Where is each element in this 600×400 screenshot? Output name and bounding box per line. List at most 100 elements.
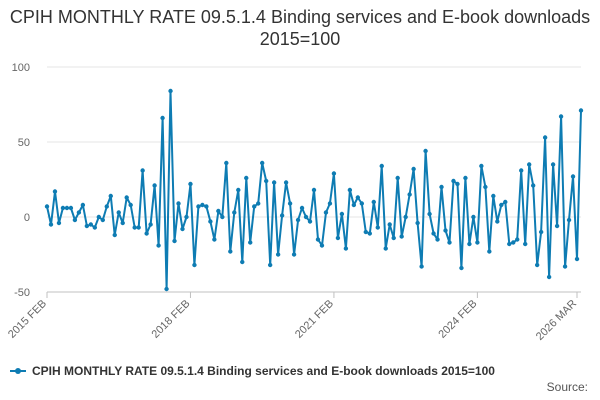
data-point[interactable]: [299, 205, 305, 211]
data-point[interactable]: [156, 243, 161, 248]
data-point[interactable]: [331, 171, 337, 176]
data-point[interactable]: [180, 226, 185, 232]
data-point[interactable]: [252, 204, 257, 209]
data-point[interactable]: [359, 201, 365, 206]
data-point[interactable]: [487, 249, 492, 254]
data-point[interactable]: [431, 231, 436, 236]
data-point[interactable]: [427, 211, 432, 217]
data-point[interactable]: [48, 222, 54, 227]
data-point[interactable]: [383, 246, 388, 251]
data-point[interactable]: [511, 240, 516, 245]
data-point[interactable]: [355, 195, 361, 200]
data-point[interactable]: [164, 286, 169, 292]
data-point[interactable]: [232, 210, 237, 215]
data-point[interactable]: [407, 192, 412, 197]
data-point[interactable]: [72, 217, 78, 223]
data-point[interactable]: [546, 274, 552, 280]
data-point[interactable]: [435, 237, 440, 242]
data-point[interactable]: [499, 202, 504, 208]
data-point[interactable]: [363, 229, 369, 235]
data-point[interactable]: [140, 168, 145, 173]
data-point[interactable]: [451, 178, 456, 184]
data-point[interactable]: [515, 237, 520, 242]
data-point[interactable]: [530, 183, 536, 188]
data-point[interactable]: [375, 225, 380, 230]
data-point[interactable]: [443, 228, 448, 233]
data-point[interactable]: [204, 204, 209, 209]
data-point[interactable]: [439, 184, 444, 190]
data-point[interactable]: [447, 240, 452, 245]
data-point[interactable]: [387, 222, 392, 227]
data-point[interactable]: [60, 205, 66, 211]
data-point[interactable]: [263, 178, 269, 184]
data-point[interactable]: [52, 189, 58, 194]
data-point[interactable]: [124, 195, 129, 200]
data-point[interactable]: [279, 213, 285, 218]
data-point[interactable]: [343, 246, 349, 251]
legend[interactable]: CPIH MONTHLY RATE 09.5.1.4 Binding servi…: [10, 362, 495, 380]
data-point[interactable]: [56, 220, 62, 226]
data-point[interactable]: [415, 220, 420, 226]
data-point[interactable]: [423, 148, 428, 154]
data-point[interactable]: [196, 204, 201, 209]
data-point[interactable]: [152, 183, 157, 188]
data-point[interactable]: [351, 202, 357, 208]
data-point[interactable]: [327, 201, 333, 206]
data-point[interactable]: [526, 162, 532, 167]
data-point[interactable]: [248, 240, 253, 245]
data-point[interactable]: [562, 264, 568, 269]
data-point[interactable]: [578, 108, 584, 113]
data-point[interactable]: [168, 88, 173, 94]
data-point[interactable]: [463, 175, 468, 181]
data-point[interactable]: [395, 175, 400, 181]
data-point[interactable]: [236, 187, 241, 193]
data-point[interactable]: [120, 220, 125, 226]
data-point[interactable]: [311, 187, 317, 193]
data-point[interactable]: [212, 237, 217, 242]
data-point[interactable]: [419, 264, 424, 269]
data-point[interactable]: [554, 223, 560, 229]
data-point[interactable]: [399, 234, 404, 239]
data-point[interactable]: [184, 214, 189, 220]
data-point[interactable]: [256, 201, 261, 206]
data-point[interactable]: [108, 193, 113, 199]
data-point[interactable]: [136, 225, 141, 230]
data-point[interactable]: [88, 222, 94, 227]
data-point[interactable]: [259, 160, 265, 166]
data-point[interactable]: [471, 214, 476, 220]
data-point[interactable]: [523, 241, 528, 247]
data-point[interactable]: [542, 135, 548, 140]
data-point[interactable]: [188, 181, 193, 187]
data-point[interactable]: [144, 231, 149, 236]
data-point[interactable]: [76, 210, 82, 215]
data-point[interactable]: [116, 210, 121, 215]
data-point[interactable]: [96, 214, 102, 220]
data-point[interactable]: [411, 166, 416, 172]
data-point[interactable]: [132, 225, 137, 230]
data-point[interactable]: [459, 265, 464, 271]
data-point[interactable]: [283, 180, 289, 185]
data-point[interactable]: [371, 199, 376, 205]
data-point[interactable]: [287, 201, 293, 206]
data-point[interactable]: [172, 238, 177, 244]
data-point[interactable]: [558, 114, 564, 119]
data-point[interactable]: [335, 235, 341, 241]
data-point[interactable]: [570, 174, 576, 179]
data-point[interactable]: [68, 205, 74, 211]
data-point[interactable]: [391, 235, 396, 241]
data-point[interactable]: [220, 214, 225, 220]
data-point[interactable]: [347, 187, 353, 193]
data-point[interactable]: [44, 204, 50, 209]
data-point[interactable]: [240, 259, 245, 265]
data-point[interactable]: [128, 202, 133, 208]
data-point[interactable]: [550, 162, 556, 167]
data-point[interactable]: [491, 193, 496, 199]
data-point[interactable]: [323, 210, 329, 215]
data-point[interactable]: [475, 240, 480, 245]
data-point[interactable]: [160, 115, 165, 121]
data-point[interactable]: [291, 252, 297, 257]
data-point[interactable]: [519, 168, 524, 173]
data-point[interactable]: [467, 241, 472, 247]
data-point[interactable]: [319, 243, 325, 248]
data-point[interactable]: [455, 181, 460, 187]
